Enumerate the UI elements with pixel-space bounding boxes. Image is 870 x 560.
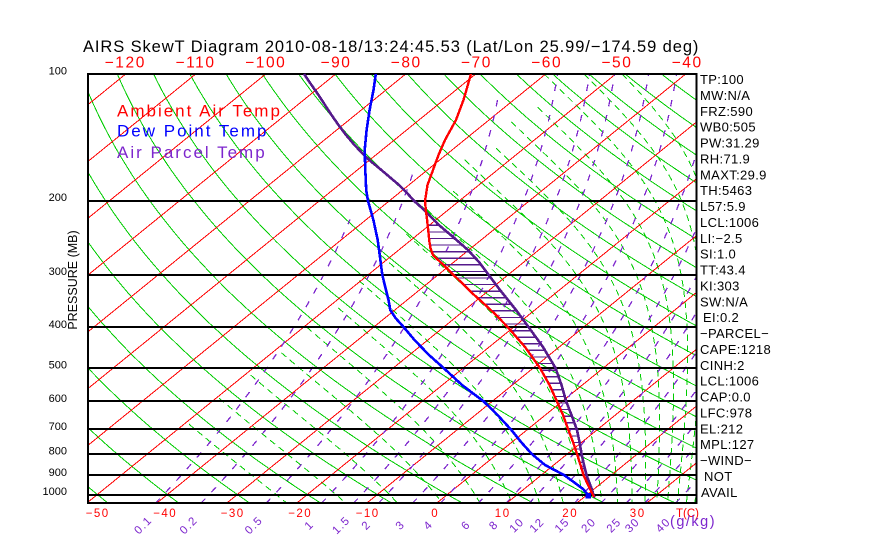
svg-text:−50: −50 bbox=[601, 54, 632, 71]
svg-text:−40: −40 bbox=[153, 508, 177, 520]
svg-text:600: 600 bbox=[49, 393, 67, 405]
svg-text:SI:1.0: SI:1.0 bbox=[700, 247, 736, 262]
svg-text:100: 100 bbox=[49, 66, 67, 78]
svg-text:CAP:0.0: CAP:0.0 bbox=[700, 390, 751, 405]
svg-text:300: 300 bbox=[49, 266, 67, 278]
svg-text:−120: −120 bbox=[105, 54, 146, 71]
svg-text:FRZ:590: FRZ:590 bbox=[700, 104, 753, 119]
svg-text:Ambient Air Temp: Ambient Air Temp bbox=[117, 102, 282, 121]
svg-text:TT:43.4: TT:43.4 bbox=[700, 263, 746, 278]
svg-text:Dew Point Temp: Dew Point Temp bbox=[117, 121, 268, 140]
svg-text:PW:31.29: PW:31.29 bbox=[700, 136, 760, 151]
svg-text:CAPE:1218: CAPE:1218 bbox=[700, 342, 771, 357]
svg-text:−20: −20 bbox=[288, 508, 312, 520]
svg-text:1000: 1000 bbox=[43, 486, 67, 498]
svg-text:MPL:127: MPL:127 bbox=[700, 437, 754, 452]
svg-text:MAXT:29.9: MAXT:29.9 bbox=[700, 167, 767, 182]
svg-text:NOT: NOT bbox=[704, 469, 733, 484]
svg-text:AVAIL: AVAIL bbox=[701, 485, 738, 500]
svg-text:−70: −70 bbox=[461, 54, 492, 71]
svg-text:−80: −80 bbox=[391, 54, 422, 71]
svg-text:TP:100: TP:100 bbox=[700, 72, 744, 87]
svg-text:−WIND−: −WIND− bbox=[700, 453, 752, 468]
svg-text:−30: −30 bbox=[221, 508, 245, 520]
svg-text:−60: −60 bbox=[531, 54, 562, 71]
svg-text:T(C): T(C) bbox=[676, 508, 699, 520]
svg-text:−PARCEL−: −PARCEL− bbox=[700, 326, 769, 341]
svg-text:LFC:978: LFC:978 bbox=[700, 405, 752, 420]
svg-text:RH:71.9: RH:71.9 bbox=[700, 151, 750, 166]
svg-text:WB0:505: WB0:505 bbox=[700, 120, 756, 135]
svg-text:10: 10 bbox=[495, 508, 511, 520]
svg-text:400: 400 bbox=[49, 319, 67, 331]
svg-text:LCL:1006: LCL:1006 bbox=[700, 374, 759, 389]
svg-text:−100: −100 bbox=[245, 54, 286, 71]
svg-text:MW:N/A: MW:N/A bbox=[700, 88, 750, 103]
svg-text:EI:0.2: EI:0.2 bbox=[703, 310, 739, 325]
svg-text:−90: −90 bbox=[320, 54, 351, 71]
svg-text:900: 900 bbox=[49, 467, 67, 479]
svg-text:(g/kg): (g/kg) bbox=[670, 514, 716, 530]
svg-text:−110: −110 bbox=[175, 54, 215, 71]
svg-text:LI:−2.5: LI:−2.5 bbox=[700, 231, 743, 246]
svg-text:TH:5463: TH:5463 bbox=[700, 183, 752, 198]
svg-text:AIRS SkewT Diagram 2010-08-18/: AIRS SkewT Diagram 2010-08-18/13:24:45.5… bbox=[83, 38, 699, 56]
svg-text:EL:212: EL:212 bbox=[700, 421, 743, 436]
svg-text:700: 700 bbox=[49, 421, 67, 433]
svg-text:0: 0 bbox=[431, 508, 439, 520]
svg-text:SW:N/A: SW:N/A bbox=[700, 294, 748, 309]
svg-text:200: 200 bbox=[49, 192, 67, 204]
svg-text:20: 20 bbox=[562, 508, 578, 520]
svg-text:KI:303: KI:303 bbox=[700, 278, 740, 293]
svg-text:LCL:1006: LCL:1006 bbox=[700, 215, 759, 230]
svg-text:30: 30 bbox=[630, 508, 646, 520]
svg-text:800: 800 bbox=[49, 445, 67, 457]
svg-text:PRESSURE (MB): PRESSURE (MB) bbox=[66, 230, 80, 329]
svg-text:L57:5.9: L57:5.9 bbox=[700, 199, 746, 214]
svg-text:500: 500 bbox=[49, 360, 67, 372]
svg-text:CINH:2: CINH:2 bbox=[700, 358, 745, 373]
svg-text:−10: −10 bbox=[356, 508, 380, 520]
svg-text:−40: −40 bbox=[672, 54, 703, 71]
svg-text:Air Parcel Temp: Air Parcel Temp bbox=[117, 143, 267, 162]
svg-text:−50: −50 bbox=[86, 508, 110, 520]
